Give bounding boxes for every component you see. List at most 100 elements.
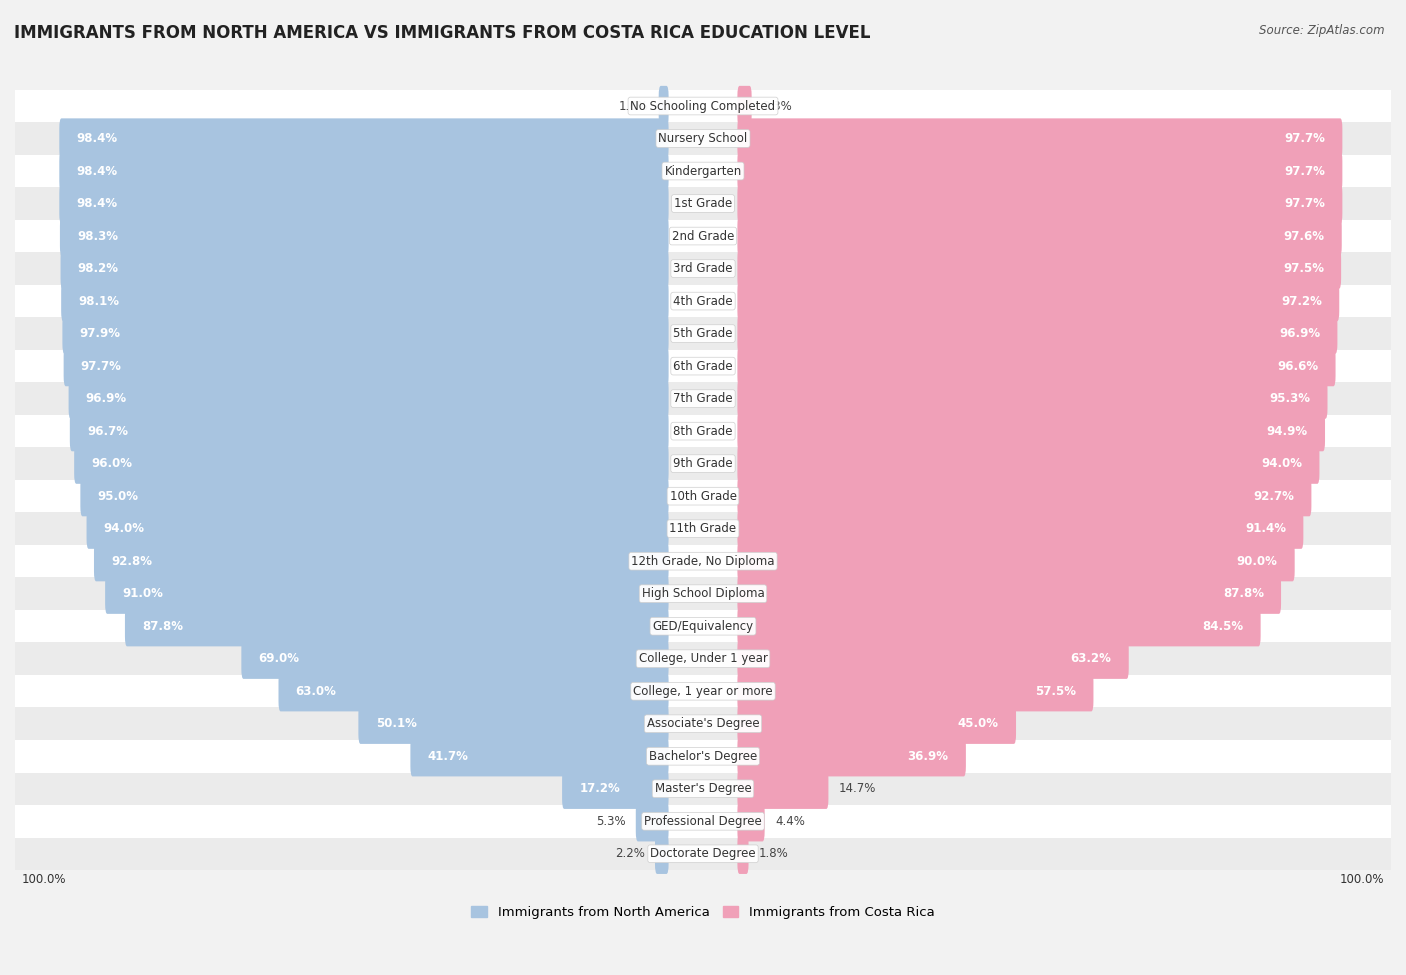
Bar (15, 643, 1391, 675)
Bar (15, 285, 1391, 317)
Text: 97.7%: 97.7% (1284, 132, 1326, 145)
Text: 94.0%: 94.0% (104, 523, 145, 535)
Text: 91.0%: 91.0% (122, 587, 163, 601)
Text: 2.3%: 2.3% (762, 99, 792, 112)
FancyBboxPatch shape (737, 411, 1324, 451)
Text: 97.5%: 97.5% (1282, 262, 1324, 275)
Text: 84.5%: 84.5% (1202, 620, 1243, 633)
Text: 5.3%: 5.3% (596, 815, 626, 828)
Text: 96.0%: 96.0% (91, 457, 132, 470)
FancyBboxPatch shape (737, 476, 1312, 517)
Text: Associate's Degree: Associate's Degree (647, 718, 759, 730)
Legend: Immigrants from North America, Immigrants from Costa Rica: Immigrants from North America, Immigrant… (465, 901, 941, 924)
FancyBboxPatch shape (737, 86, 752, 126)
Text: 4th Grade: 4th Grade (673, 294, 733, 307)
FancyBboxPatch shape (636, 801, 669, 841)
Text: 3rd Grade: 3rd Grade (673, 262, 733, 275)
Bar (15, 740, 1391, 772)
Text: 17.2%: 17.2% (579, 782, 620, 796)
Text: 10th Grade: 10th Grade (669, 489, 737, 503)
Text: 91.4%: 91.4% (1246, 523, 1286, 535)
Text: 96.6%: 96.6% (1277, 360, 1319, 372)
Bar (15, 448, 1391, 480)
Bar (15, 610, 1391, 643)
Bar (15, 415, 1391, 448)
Text: 63.2%: 63.2% (1070, 652, 1112, 665)
Text: 63.0%: 63.0% (295, 684, 336, 698)
FancyBboxPatch shape (562, 768, 669, 809)
FancyBboxPatch shape (737, 639, 1129, 679)
Bar (15, 219, 1391, 253)
Bar (15, 480, 1391, 513)
Text: 97.7%: 97.7% (80, 360, 122, 372)
Text: 97.9%: 97.9% (80, 327, 121, 340)
Bar (15, 382, 1391, 415)
FancyBboxPatch shape (658, 86, 669, 126)
FancyBboxPatch shape (60, 215, 669, 256)
FancyBboxPatch shape (278, 671, 669, 712)
FancyBboxPatch shape (737, 736, 966, 776)
Text: College, Under 1 year: College, Under 1 year (638, 652, 768, 665)
Text: Source: ZipAtlas.com: Source: ZipAtlas.com (1260, 24, 1385, 37)
Text: 87.8%: 87.8% (142, 620, 183, 633)
Text: Master's Degree: Master's Degree (655, 782, 751, 796)
FancyBboxPatch shape (737, 118, 1343, 159)
Text: 98.4%: 98.4% (76, 132, 118, 145)
Bar (15, 122, 1391, 155)
Bar (15, 772, 1391, 805)
Text: 36.9%: 36.9% (908, 750, 949, 762)
FancyBboxPatch shape (105, 573, 669, 614)
FancyBboxPatch shape (63, 346, 669, 386)
Text: 90.0%: 90.0% (1237, 555, 1278, 567)
Text: Nursery School: Nursery School (658, 132, 748, 145)
Text: College, 1 year or more: College, 1 year or more (633, 684, 773, 698)
Bar (15, 253, 1391, 285)
Bar (15, 317, 1391, 350)
FancyBboxPatch shape (62, 313, 669, 354)
FancyBboxPatch shape (737, 801, 765, 841)
FancyBboxPatch shape (242, 639, 669, 679)
Text: 98.4%: 98.4% (76, 165, 118, 177)
FancyBboxPatch shape (737, 444, 1319, 484)
Text: 2.2%: 2.2% (614, 847, 645, 860)
Text: Kindergarten: Kindergarten (665, 165, 741, 177)
FancyBboxPatch shape (655, 834, 669, 874)
Text: 9th Grade: 9th Grade (673, 457, 733, 470)
Bar (15, 155, 1391, 187)
Bar (15, 577, 1391, 610)
Text: 12th Grade, No Diploma: 12th Grade, No Diploma (631, 555, 775, 567)
FancyBboxPatch shape (87, 509, 669, 549)
FancyBboxPatch shape (737, 509, 1303, 549)
FancyBboxPatch shape (59, 118, 669, 159)
Text: 94.9%: 94.9% (1267, 425, 1308, 438)
Text: 2nd Grade: 2nd Grade (672, 229, 734, 243)
Text: IMMIGRANTS FROM NORTH AMERICA VS IMMIGRANTS FROM COSTA RICA EDUCATION LEVEL: IMMIGRANTS FROM NORTH AMERICA VS IMMIGRA… (14, 24, 870, 42)
FancyBboxPatch shape (737, 573, 1281, 614)
Text: 95.3%: 95.3% (1270, 392, 1310, 406)
Text: Doctorate Degree: Doctorate Degree (650, 847, 756, 860)
Text: 1st Grade: 1st Grade (673, 197, 733, 210)
Text: 1.8%: 1.8% (759, 847, 789, 860)
Text: 92.8%: 92.8% (111, 555, 152, 567)
Text: 94.0%: 94.0% (1261, 457, 1302, 470)
FancyBboxPatch shape (737, 183, 1343, 223)
FancyBboxPatch shape (59, 183, 669, 223)
Text: 97.2%: 97.2% (1281, 294, 1322, 307)
Text: 41.7%: 41.7% (427, 750, 468, 762)
Text: 97.7%: 97.7% (1284, 165, 1326, 177)
Text: 100.0%: 100.0% (1340, 873, 1384, 885)
Text: 14.7%: 14.7% (839, 782, 876, 796)
Text: Bachelor's Degree: Bachelor's Degree (650, 750, 756, 762)
FancyBboxPatch shape (737, 281, 1340, 321)
Text: GED/Equivalency: GED/Equivalency (652, 620, 754, 633)
Text: No Schooling Completed: No Schooling Completed (630, 99, 776, 112)
FancyBboxPatch shape (59, 151, 669, 191)
Text: 98.4%: 98.4% (76, 197, 118, 210)
Bar (15, 90, 1391, 122)
Text: 4.4%: 4.4% (775, 815, 804, 828)
Text: 96.7%: 96.7% (87, 425, 128, 438)
FancyBboxPatch shape (737, 704, 1017, 744)
FancyBboxPatch shape (737, 249, 1341, 289)
FancyBboxPatch shape (737, 834, 748, 874)
Text: High School Diploma: High School Diploma (641, 587, 765, 601)
